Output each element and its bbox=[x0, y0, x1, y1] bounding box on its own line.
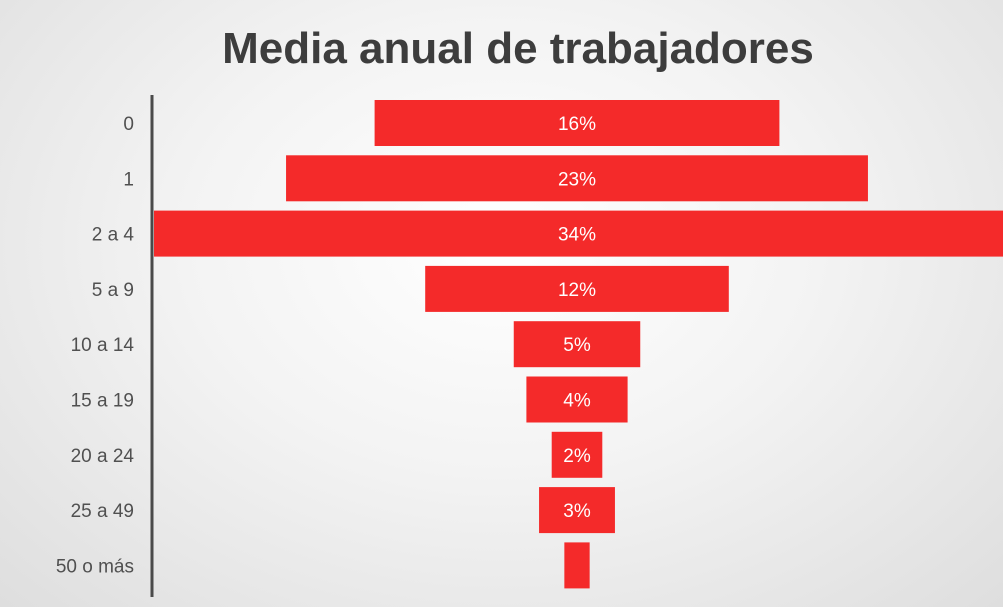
bar-1 bbox=[374, 100, 780, 146]
data-label-4: 12% bbox=[558, 280, 596, 301]
data-label-5: 5% bbox=[563, 335, 591, 356]
bar-7 bbox=[551, 431, 603, 478]
category-label-5: 10 a 14 bbox=[71, 335, 135, 356]
bar-9 bbox=[564, 542, 590, 589]
bar-6 bbox=[526, 376, 628, 423]
data-label-7: 2% bbox=[563, 446, 591, 467]
category-label-7: 20 a 24 bbox=[71, 446, 135, 467]
bar-group: 16% 0 23% 1 34% 2 a 4 12% 5 a 9 5% 10 a 14 4% 15 a … bbox=[56, 100, 1003, 589]
category-label-8: 25 a 49 bbox=[71, 501, 134, 522]
category-label-1: 0 bbox=[123, 114, 134, 135]
chart-title: Media anual de trabajadores bbox=[222, 24, 814, 73]
data-label-8: 3% bbox=[563, 501, 591, 522]
bar-4 bbox=[425, 265, 729, 312]
bar-8 bbox=[539, 487, 615, 534]
category-label-9: 50 o más bbox=[56, 556, 134, 577]
category-label-6: 15 a 19 bbox=[71, 391, 134, 412]
data-label-6: 4% bbox=[563, 391, 591, 412]
bar-3 bbox=[154, 210, 1003, 257]
category-label-3: 2 a 4 bbox=[92, 225, 135, 246]
data-label-1: 16% bbox=[558, 114, 596, 135]
data-label-2: 23% bbox=[558, 169, 596, 190]
category-label-4: 5 a 9 bbox=[92, 280, 134, 301]
category-label-2: 1 bbox=[123, 169, 134, 190]
data-label-3: 34% bbox=[558, 225, 596, 246]
bar-5 bbox=[513, 321, 641, 368]
bar-2 bbox=[286, 155, 868, 202]
